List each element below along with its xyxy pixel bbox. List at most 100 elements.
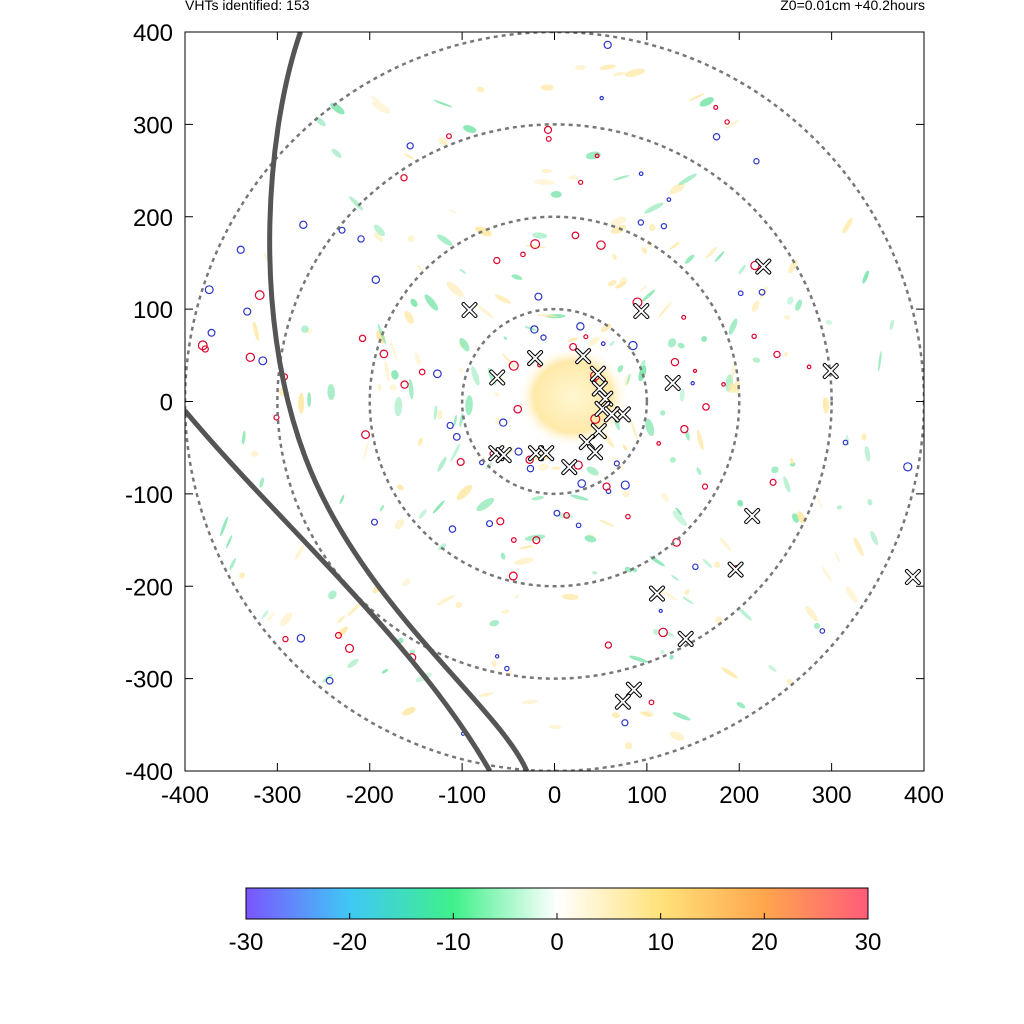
vorticity-contour	[576, 322, 585, 331]
cool-anomaly	[465, 395, 473, 416]
vht-marker	[822, 363, 839, 379]
cool-anomaly	[349, 196, 364, 211]
cool-anomaly	[347, 658, 359, 668]
vht-marker	[614, 693, 631, 710]
vorticity-contour	[201, 345, 209, 353]
colorbar-tick-label: -10	[436, 929, 471, 956]
warm-anomaly	[568, 337, 578, 342]
cool-anomaly	[864, 445, 871, 462]
time-stamp-label: Z0=0.01cm +40.2hours	[780, 0, 925, 13]
cool-anomaly	[870, 530, 878, 546]
y-tick-label: 0	[160, 390, 173, 417]
vorticity-contour	[903, 462, 913, 472]
cool-anomaly	[241, 430, 246, 445]
vht-marker	[633, 303, 650, 319]
cool-anomaly	[878, 350, 882, 372]
cool-anomaly	[550, 191, 562, 198]
warm-anomaly	[402, 706, 416, 716]
cool-anomaly	[307, 392, 312, 408]
vorticity-contour	[236, 245, 245, 254]
warm-anomaly	[611, 712, 620, 719]
cool-anomaly	[736, 701, 746, 709]
vorticity-contour	[571, 231, 580, 240]
warm-anomaly	[797, 511, 806, 524]
vorticity-contour	[638, 171, 644, 177]
warm-anomaly	[267, 612, 275, 622]
warm-anomaly	[568, 175, 579, 180]
vorticity-contour	[596, 240, 606, 250]
vorticity-contour	[325, 676, 334, 685]
warm-anomaly	[414, 352, 421, 366]
vorticity-contour	[578, 179, 584, 185]
warm-anomaly	[624, 68, 646, 78]
vorticity-contour	[670, 357, 680, 367]
warm-anomaly	[612, 71, 626, 77]
warm-anomaly	[669, 183, 685, 194]
warm-anomaly	[639, 285, 648, 292]
x-tick-label: -400	[161, 782, 209, 809]
cool-anomaly	[682, 596, 694, 605]
warm-anomaly	[250, 451, 259, 457]
cool-anomaly	[667, 338, 677, 348]
warm-anomaly	[784, 352, 788, 357]
vorticity-contour	[357, 235, 365, 243]
vorticity-contour	[204, 285, 214, 295]
vorticity-contour	[620, 480, 630, 490]
warm-anomaly	[630, 418, 638, 440]
vorticity-contour	[371, 275, 381, 285]
vht-marker	[614, 406, 631, 423]
colorbar-tick-label: 10	[647, 929, 674, 956]
y-tick-label: -300	[125, 667, 173, 694]
cool-anomaly	[672, 712, 691, 721]
warm-anomaly	[658, 589, 677, 601]
cool-anomaly	[714, 251, 725, 263]
cool-anomaly	[652, 628, 660, 635]
warm-anomaly	[524, 244, 546, 249]
cool-anomaly	[677, 342, 685, 349]
cool-anomaly	[437, 456, 447, 472]
warm-anomaly	[669, 731, 685, 741]
vorticity-contour	[604, 641, 613, 649]
warm-anomaly	[696, 429, 704, 451]
range-rings	[185, 32, 924, 771]
vorticity-contour	[406, 142, 414, 150]
cool-anomaly	[649, 556, 665, 567]
cool-anomaly	[433, 405, 438, 420]
vorticity-contour	[273, 414, 280, 421]
vorticity-contour	[724, 119, 730, 125]
cool-anomaly	[524, 534, 546, 541]
vorticity-contour	[573, 460, 583, 470]
vht-marker	[625, 681, 642, 698]
vht-marker	[603, 406, 620, 423]
vorticity-contour	[400, 174, 408, 182]
cool-anomaly	[586, 466, 599, 476]
vorticity-contour	[245, 352, 256, 363]
warm-anomaly	[384, 360, 390, 382]
vorticity-contour	[648, 699, 655, 706]
warm-anomaly	[501, 353, 517, 370]
cool-anomaly	[373, 224, 386, 236]
vorticity-contour	[658, 608, 663, 614]
warm-anomaly	[622, 490, 630, 498]
cool-anomaly	[641, 289, 656, 302]
vorticity-contour	[819, 628, 826, 634]
warm-anomaly	[403, 153, 414, 160]
warm-anomaly	[437, 409, 443, 420]
warm-anomaly	[448, 209, 457, 214]
warm-anomaly	[719, 537, 732, 552]
warm-anomaly	[456, 484, 473, 501]
vht-marker	[744, 508, 761, 524]
cool-anomaly	[226, 535, 233, 549]
cool-anomaly	[737, 499, 744, 507]
warm-anomaly	[639, 711, 653, 717]
y-tick-label: -400	[125, 759, 173, 786]
cool-anomaly	[675, 507, 683, 516]
vorticity-contour	[681, 314, 687, 320]
warm-anomaly	[822, 397, 830, 414]
cool-anomaly	[489, 619, 500, 627]
warm-anomaly	[599, 64, 616, 70]
cool-anomaly	[315, 116, 326, 127]
vorticity-contour	[545, 135, 552, 142]
cool-anomaly	[626, 373, 631, 385]
vorticity-contour	[494, 654, 500, 659]
